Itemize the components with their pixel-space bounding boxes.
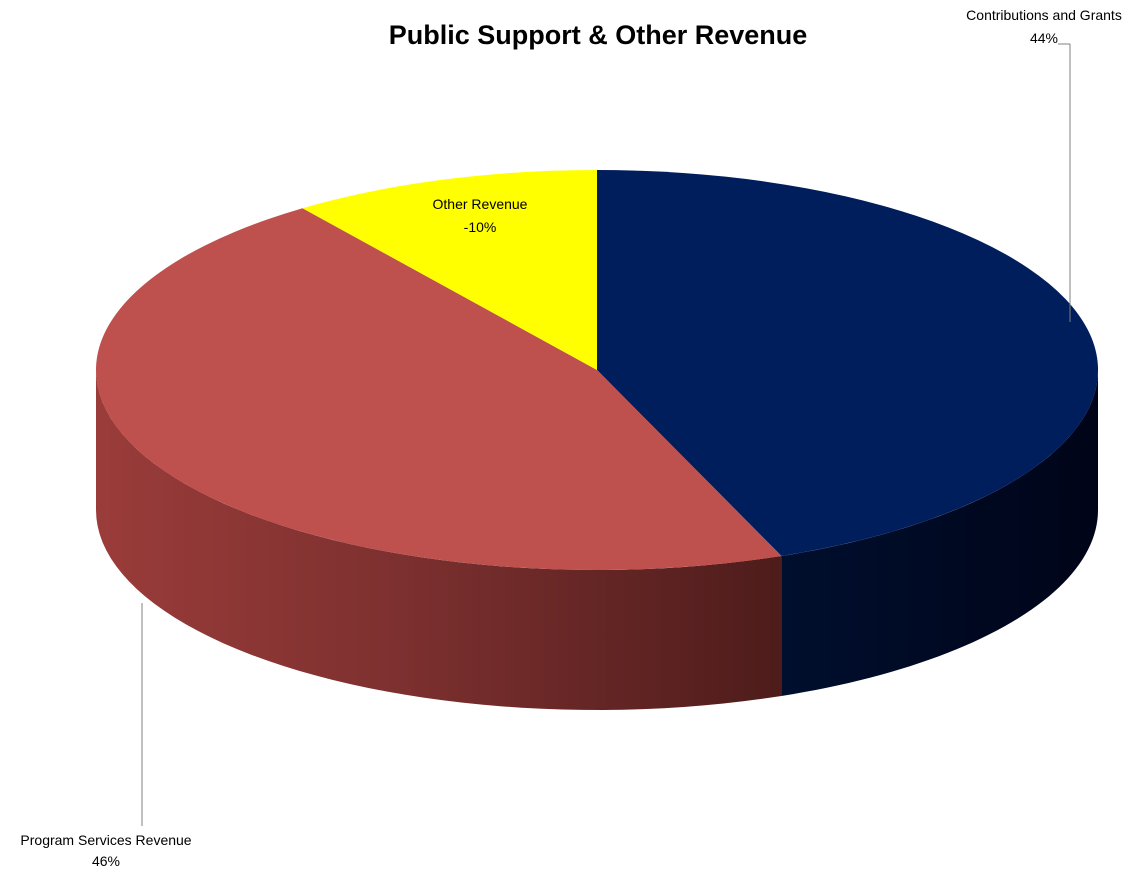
leader-lines: [141, 43, 1071, 826]
pie-tops: [95, 170, 1099, 571]
slice-program-services-revenue: [95, 208, 782, 571]
slice-name-label: Contributions and Grants: [966, 7, 1122, 23]
chart-title: Public Support & Other Revenue: [389, 20, 808, 50]
slice-value-label: 44%: [1030, 30, 1058, 46]
slice-contributions-and-grants: [597, 170, 1099, 556]
slice-program-services-revenue-side: [96, 370, 782, 710]
pie-sides: [96, 370, 1098, 710]
slice-name-label: Program Services Revenue: [20, 832, 191, 848]
slice-contributions-and-grants-side: [781, 370, 1098, 696]
slice-value-label: 46%: [92, 853, 120, 869]
slice-name-label: Other Revenue: [433, 196, 528, 212]
slice-value-label: -10%: [464, 219, 497, 235]
slice-other-revenue: [302, 170, 597, 370]
